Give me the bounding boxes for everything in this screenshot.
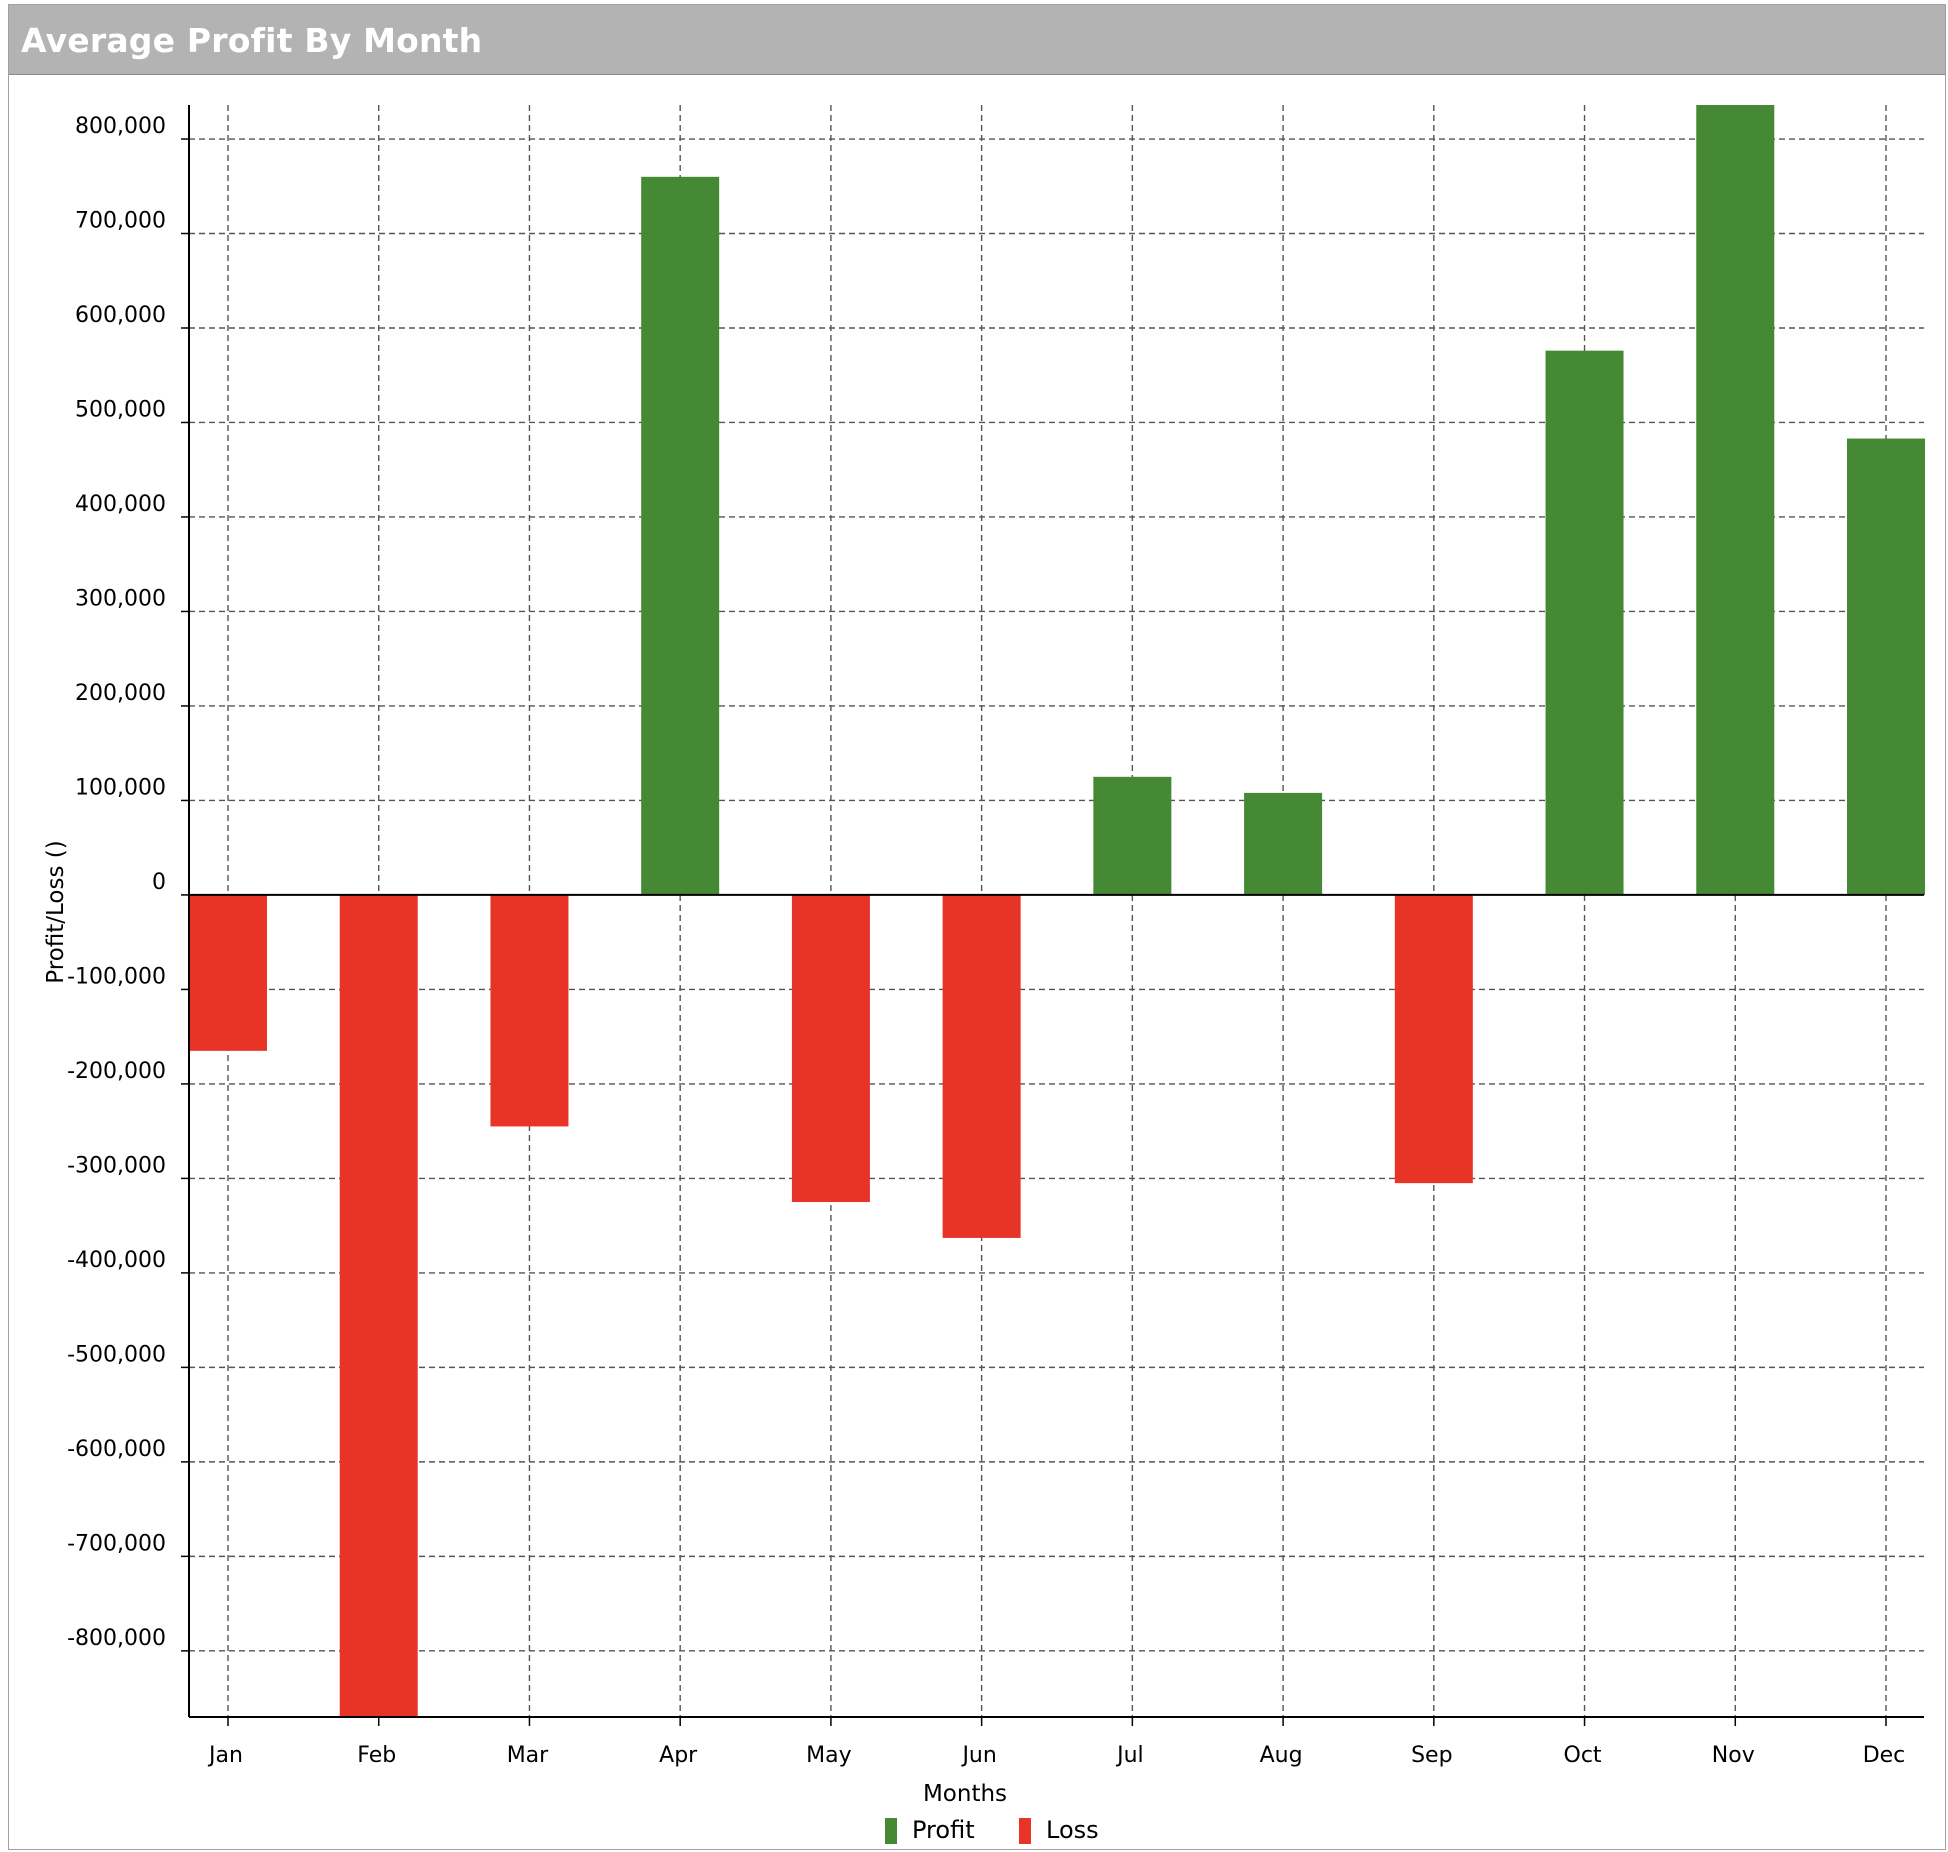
legend-label-profit: Profit [912,1816,975,1844]
x-tick-label-sep: Sep [1411,1743,1452,1768]
bar-jun [942,894,1021,1238]
y-tick-label: 200,000 [75,681,166,706]
x-tick-label-nov: Nov [1712,1743,1755,1768]
bars [189,105,1925,1717]
x-tick-label-feb: Feb [357,1743,396,1768]
y-tick-label: 700,000 [75,209,166,234]
panel-header: Average Profit By Month [9,5,1945,75]
x-tick-label-aug: Aug [1260,1743,1303,1768]
bar-may [791,894,870,1203]
x-tick-label-jul: Jul [1115,1743,1144,1768]
x-tick-label-apr: Apr [659,1743,698,1768]
bar-jan [189,894,267,1051]
y-tick-label: 100,000 [75,775,166,800]
bar-aug [1244,792,1323,895]
bar-oct [1545,350,1624,895]
x-tick-label-jan: Jan [207,1743,243,1768]
y-tick-label: -200,000 [67,1059,166,1084]
bar-feb [339,894,418,1717]
x-tick-label-mar: Mar [507,1743,549,1768]
bar-mar [490,894,569,1127]
bar-sep [1394,894,1473,1184]
x-tick-label-oct: Oct [1564,1743,1602,1768]
y-tick-label: 400,000 [75,492,166,517]
x-tick-label-may: May [806,1743,851,1768]
bar-nov [1696,105,1775,895]
x-tick-label-jun: Jun [960,1743,996,1768]
x-axis-title: Months [923,1781,1007,1807]
y-tick-label: -500,000 [67,1342,166,1367]
legend: Profit Loss [885,1816,1099,1844]
y-ticks: 800,000 700,000 600,000 500,000 400,000 300,0… [67,114,189,1652]
legend-swatch-profit [885,1818,897,1844]
y-tick-label: -800,000 [67,1626,166,1651]
y-tick-label: -400,000 [67,1248,166,1273]
bar-dec [1847,438,1925,895]
y-tick-label: -100,000 [67,964,166,989]
y-tick-label: -300,000 [67,1153,166,1178]
y-tick-label: 600,000 [75,303,166,328]
y-tick-label: 0 [152,870,166,895]
panel-title: Average Profit By Month [21,21,483,60]
legend-swatch-loss [1019,1818,1031,1844]
y-tick-label: -700,000 [67,1531,166,1556]
axes [188,105,1924,1718]
bar-jul [1093,776,1172,895]
grid [189,105,1924,1717]
x-ticks: Jan Feb Mar Apr May Jun Jul Aug Sep Oct Nov Dec [207,1717,1905,1768]
y-tick-label: 800,000 [75,114,166,139]
bar-apr [641,176,720,895]
y-tick-label: 300,000 [75,586,166,611]
y-axis-title: Profit/Loss () [43,840,69,983]
legend-label-loss: Loss [1046,1816,1099,1844]
y-tick-label: -600,000 [67,1437,166,1462]
y-tick-label: 500,000 [75,397,166,422]
x-tick-label-dec: Dec [1863,1743,1906,1768]
